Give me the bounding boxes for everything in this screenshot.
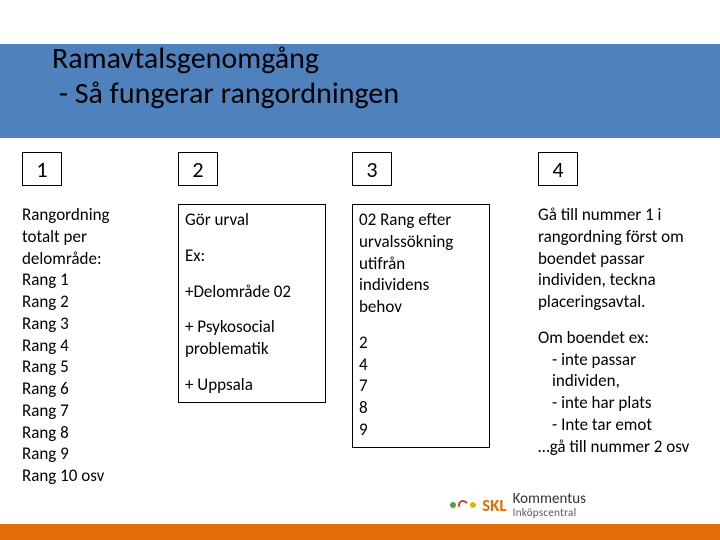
paragraph: +Delområde 02 [185, 281, 319, 303]
logo-dot-yellow [470, 502, 476, 508]
columns-container: 1 Rangordningtotalt perdelområde:Rang 1Ra… [22, 152, 698, 487]
bullet-item: Inte tar emot [552, 414, 698, 436]
paragraph: + Psykosocialproblematik [185, 316, 319, 360]
column-body: Rangordningtotalt perdelområde:Rang 1Ran… [22, 204, 110, 487]
column-body: 02 Rang efterurvalssökningutifrånindivid… [352, 204, 490, 448]
bullet-item: inte passar individen, [552, 349, 698, 393]
logo-dot-green [450, 502, 456, 508]
logo-arc-icon [457, 499, 470, 512]
step-number-box: 2 [178, 152, 218, 186]
title-line-2: - Så fungerar rangordningen [52, 77, 399, 112]
bullet-list: inte passar individen,inte har platsInte… [538, 349, 698, 436]
step-number-box: 1 [22, 152, 62, 186]
logo-mark-icon [450, 500, 476, 510]
step-number-box: 4 [538, 152, 578, 186]
bullet-item: inte har plats [552, 392, 698, 414]
column-body: Gå till nummer 1 irangordning först ombo… [538, 204, 698, 457]
paragraph: Gör urval [185, 209, 319, 231]
logo-skl-text: SKL [482, 495, 507, 516]
paragraph: Ex: [185, 245, 319, 267]
paragraph: 24789 [359, 332, 483, 441]
logo-kommentus-text: Kommentus [513, 492, 586, 507]
logo: SKL Kommentus Inköpscentral [450, 492, 586, 518]
logo-kommentus-block: Kommentus Inköpscentral [513, 492, 586, 518]
paragraph: Gå till nummer 1 irangordning först ombo… [538, 204, 698, 313]
step-number-box: 3 [352, 152, 392, 186]
column-body: Gör urval Ex: +Delområde 02 + Psykosocialpr… [178, 204, 326, 403]
paragraph: + Uppsala [185, 374, 319, 396]
paragraph: 02 Rang efterurvalssökningutifrånindivid… [359, 209, 483, 318]
column-1: 1 Rangordningtotalt perdelområde:Rang 1Ra… [22, 152, 168, 487]
column-4: 4 Gå till nummer 1 irangordning först omb… [538, 152, 698, 487]
paragraph: Om boendet ex:inte passar individen,inte… [538, 327, 698, 458]
page-title: Ramavtalsgenomgång - Så fungerar rangord… [52, 42, 399, 111]
paragraph-tail: …gå till nummer 2 osv [538, 436, 698, 458]
column-2: 2 Gör urval Ex: +Delområde 02 + Psykosocialp… [178, 152, 342, 487]
column-3: 3 02 Rang efterurvalssökningutifrånindivi… [352, 152, 516, 487]
title-line-1: Ramavtalsgenomgång [52, 42, 399, 77]
footer-bar [0, 524, 720, 540]
paragraph: Rangordningtotalt perdelområde:Rang 1Ran… [22, 204, 110, 487]
logo-sub-text: Inköpscentral [513, 507, 586, 518]
